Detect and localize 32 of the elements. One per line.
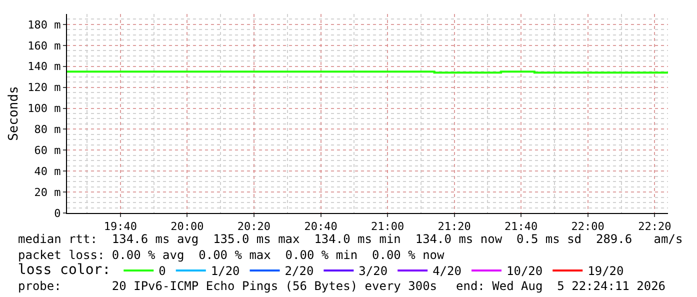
legend-label: 0 <box>158 264 166 278</box>
y-tick-label: 180 m <box>28 18 62 32</box>
legend-label: 4/20 <box>432 264 462 278</box>
x-tick-label: 21:20 <box>438 220 471 234</box>
legend-label: 3/20 <box>358 264 388 278</box>
legend-label: 19/20 <box>588 264 624 278</box>
x-tick-label: 20:40 <box>304 220 338 234</box>
y-axis-title: Seconds <box>6 86 22 141</box>
text: packet loss: 0.00 % avg 0.00 % max 0.00 % min 0.00 % now <box>18 248 446 262</box>
y-tick-label: 20 m <box>34 186 62 199</box>
y-tick-label: 0 <box>54 206 61 220</box>
y-tick-label: 100 m <box>28 102 62 116</box>
x-tick-label: 20:20 <box>237 220 271 234</box>
y-tick-label: 120 m <box>28 81 62 94</box>
y-tick-label: 160 m <box>28 39 62 52</box>
x-tick-label: 19:40 <box>104 220 137 234</box>
legend-label: 1/20 <box>210 264 240 278</box>
legend-label: 2/20 <box>284 264 314 278</box>
text: end: Wed Aug 5 22:24:11 2026 <box>456 279 666 293</box>
text: median rtt: 134.6 ms avg 135.0 ms max 134.0 ms min 134.0 ms now 0.5 ms sd 289.6 am/s <box>18 232 683 246</box>
x-tick-label: 22:00 <box>571 220 604 234</box>
y-tick-label: 60 m <box>34 144 62 158</box>
y-tick-label: 40 m <box>34 164 62 178</box>
text: probe: 20 IPv6-ICMP Echo Pings (56 Bytes) every 300s <box>18 279 438 293</box>
x-tick-label: 22:20 <box>638 220 672 234</box>
x-tick-label: 20:00 <box>170 220 204 234</box>
y-tick-label: 140 m <box>28 60 62 74</box>
legend-title: loss color: <box>18 262 111 278</box>
y-tick-label: 80 m <box>34 123 62 136</box>
x-tick-label: 21:00 <box>370 220 404 234</box>
x-tick-label: 21:40 <box>504 220 538 234</box>
legend-label: 10/20 <box>506 264 543 278</box>
